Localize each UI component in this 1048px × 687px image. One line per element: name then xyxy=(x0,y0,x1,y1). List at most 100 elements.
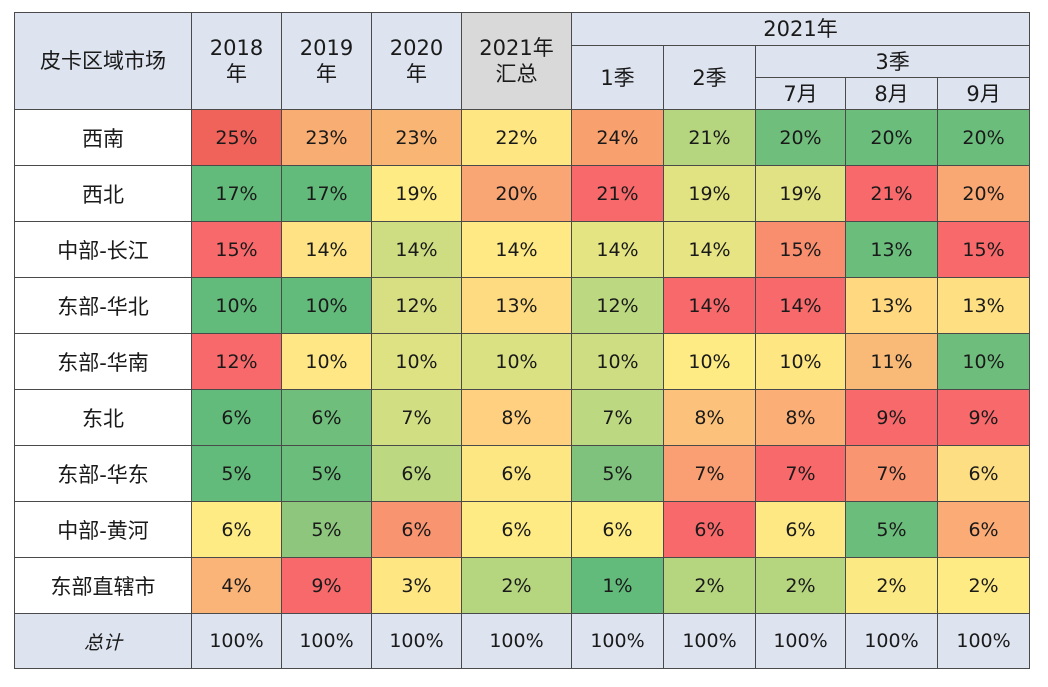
data-cell: 14% xyxy=(663,277,756,334)
data-cell: 13% xyxy=(461,277,572,334)
total-label: 总计 xyxy=(14,613,192,669)
col-header-2018-line1: 2018 xyxy=(209,36,264,60)
data-cell: 11% xyxy=(845,333,938,390)
data-cell: 12% xyxy=(191,333,282,390)
data-cell: 19% xyxy=(371,165,462,222)
data-cell: 21% xyxy=(845,165,938,222)
data-cell: 2% xyxy=(845,557,938,614)
total-cell: 100% xyxy=(663,613,756,669)
total-cell: 100% xyxy=(845,613,938,669)
data-cell: 5% xyxy=(281,501,372,558)
row-label: 西北 xyxy=(14,165,192,222)
data-cell: 6% xyxy=(461,445,572,502)
col-header-2020: 2020 年 xyxy=(371,12,462,110)
data-cell: 6% xyxy=(371,445,462,502)
row-label: 东部-华北 xyxy=(14,277,192,334)
data-cell: 21% xyxy=(663,109,756,166)
data-cell: 14% xyxy=(281,221,372,278)
data-cell: 2% xyxy=(755,557,846,614)
data-cell: 20% xyxy=(461,165,572,222)
data-cell: 10% xyxy=(191,277,282,334)
data-cell: 9% xyxy=(936,389,1031,446)
data-cell: 12% xyxy=(371,277,462,334)
data-cell: 10% xyxy=(936,333,1031,390)
data-cell: 6% xyxy=(936,501,1031,558)
data-cell: 15% xyxy=(191,221,282,278)
data-cell: 19% xyxy=(663,165,756,222)
data-cell: 10% xyxy=(755,333,846,390)
table-body: 西南 25% 23% 23% 22% 24% 21% 20% 20% 20% 西北 17% 17% 19%… xyxy=(14,109,1031,614)
data-cell: 6% xyxy=(461,501,572,558)
data-cell: 21% xyxy=(571,165,664,222)
data-cell: 15% xyxy=(936,221,1031,278)
data-cell: 7% xyxy=(845,445,938,502)
data-cell: 6% xyxy=(281,389,372,446)
table-row: 东部-华南 12% 10% 10% 10% 10% 10% 10% 11% 10% xyxy=(14,333,1031,390)
data-cell: 10% xyxy=(371,333,462,390)
data-cell: 6% xyxy=(371,501,462,558)
table-row: 中部-黄河 6% 5% 6% 6% 6% 6% 6% 5% 6% xyxy=(14,501,1031,558)
data-cell: 6% xyxy=(571,501,664,558)
data-cell: 2% xyxy=(461,557,572,614)
data-cell: 14% xyxy=(371,221,462,278)
data-cell: 14% xyxy=(571,221,664,278)
data-cell: 5% xyxy=(845,501,938,558)
total-cell: 100% xyxy=(571,613,664,669)
table-row: 西南 25% 23% 23% 22% 24% 21% 20% 20% 20% xyxy=(14,109,1031,166)
data-cell: 15% xyxy=(755,221,846,278)
data-cell: 22% xyxy=(461,109,572,166)
total-cell: 100% xyxy=(755,613,846,669)
total-cell: 100% xyxy=(191,613,282,669)
data-cell: 10% xyxy=(281,277,372,334)
data-cell: 5% xyxy=(191,445,282,502)
data-cell: 24% xyxy=(571,109,664,166)
data-cell: 7% xyxy=(755,445,846,502)
data-cell: 12% xyxy=(571,277,664,334)
row-label: 东部直辖市 xyxy=(14,557,192,614)
data-cell: 20% xyxy=(755,109,846,166)
col-header-2021-summary: 2021年 汇总 xyxy=(461,12,572,110)
corner-label: 皮卡区域市场 xyxy=(14,12,192,110)
data-cell: 6% xyxy=(755,501,846,558)
data-cell: 14% xyxy=(461,221,572,278)
data-cell: 5% xyxy=(281,445,372,502)
col-header-2019-line1: 2019 xyxy=(299,36,354,60)
data-cell: 8% xyxy=(461,389,572,446)
col-header-m7: 7月 xyxy=(755,77,846,110)
subgroup-header-q3: 3季 xyxy=(754,45,1031,78)
data-cell: 6% xyxy=(191,501,282,558)
col-header-2018-line2: 年 xyxy=(226,62,247,86)
col-header-2021-summary-line1: 2021年 xyxy=(479,36,554,60)
data-cell: 7% xyxy=(571,389,664,446)
data-cell: 13% xyxy=(845,221,938,278)
col-header-2018: 2018 年 xyxy=(191,12,282,110)
col-header-q1: 1季 xyxy=(571,45,664,110)
row-label: 中部-黄河 xyxy=(14,501,192,558)
data-cell: 20% xyxy=(936,109,1031,166)
data-cell: 19% xyxy=(755,165,846,222)
data-cell: 13% xyxy=(845,277,938,334)
col-header-2020-line2: 年 xyxy=(406,62,427,86)
data-cell: 5% xyxy=(571,445,664,502)
data-cell: 10% xyxy=(663,333,756,390)
col-header-2020-line1: 2020 xyxy=(389,36,444,60)
table-row: 中部-长江 15% 14% 14% 14% 14% 14% 15% 13% 15% xyxy=(14,221,1031,278)
group-header-2021: 2021年 xyxy=(570,12,1031,46)
data-cell: 4% xyxy=(191,557,282,614)
row-label: 中部-长江 xyxy=(14,221,192,278)
data-cell: 1% xyxy=(571,557,664,614)
table-row: 西北 17% 17% 19% 20% 21% 19% 19% 21% 20% xyxy=(14,165,1031,222)
data-cell: 23% xyxy=(281,109,372,166)
data-cell: 17% xyxy=(191,165,282,222)
data-cell: 23% xyxy=(371,109,462,166)
data-cell: 7% xyxy=(663,445,756,502)
row-label: 东北 xyxy=(14,389,192,446)
col-header-m9: 9月 xyxy=(936,77,1031,110)
total-cell: 100% xyxy=(461,613,572,669)
table-row: 东部直辖市 4% 9% 3% 2% 1% 2% 2% 2% 2% xyxy=(14,557,1031,614)
table-wrapper: 皮卡区域市场 2018 年 2019 年 2020 年 2021年 汇总 202 xyxy=(14,12,1031,669)
data-cell: 8% xyxy=(755,389,846,446)
data-cell: 13% xyxy=(936,277,1031,334)
total-cell: 100% xyxy=(371,613,462,669)
data-cell: 20% xyxy=(845,109,938,166)
